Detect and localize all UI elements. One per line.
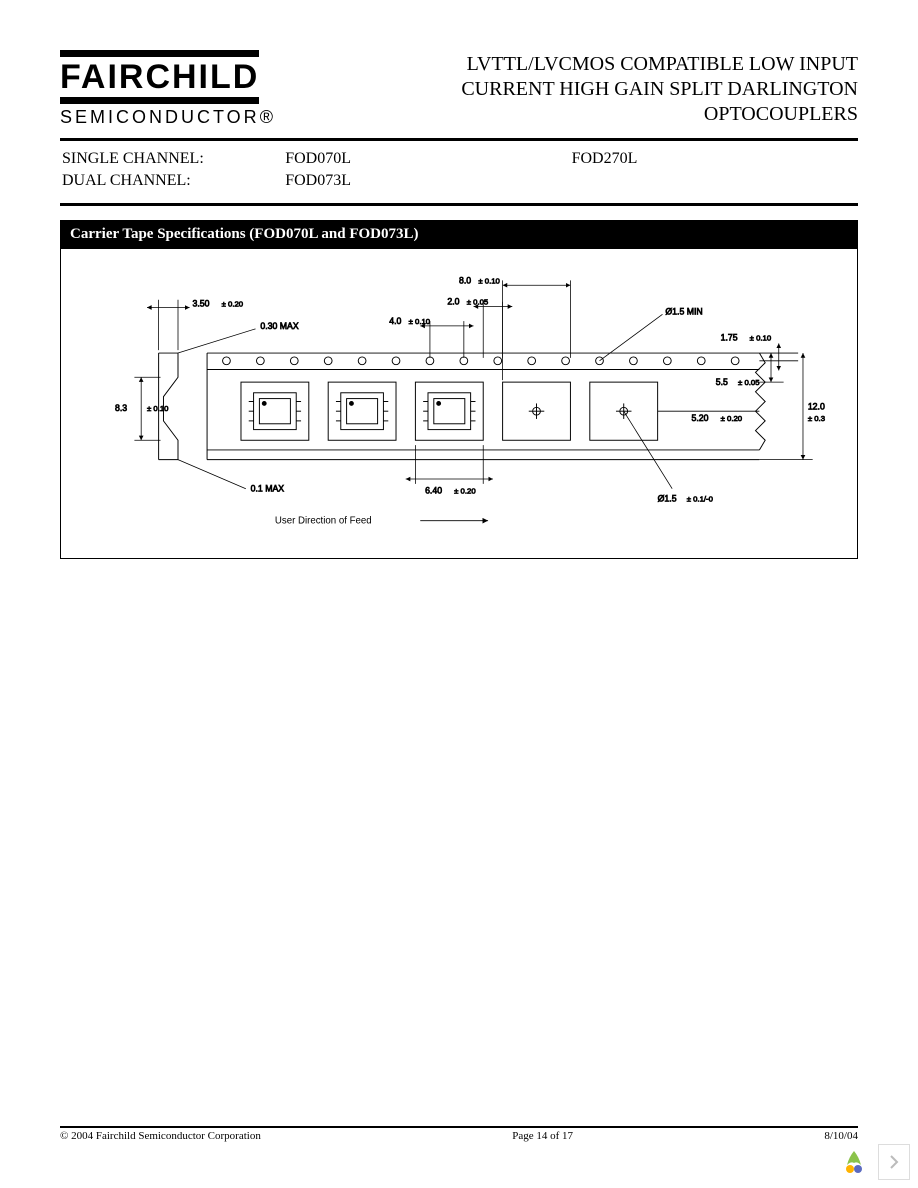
logo-main-text: FAIRCHILD	[60, 50, 259, 104]
svg-text:6.40: 6.40	[425, 486, 442, 496]
svg-text:± 0.1/-0: ± 0.1/-0	[687, 494, 713, 503]
part-number: FOD270L	[572, 149, 856, 169]
svg-text:0.30 MAX: 0.30 MAX	[260, 321, 298, 331]
svg-text:± 0.05: ± 0.05	[467, 298, 489, 307]
svg-text:5.20: 5.20	[692, 413, 709, 423]
svg-text:2.0: 2.0	[447, 297, 459, 307]
svg-text:± 0.05: ± 0.05	[738, 378, 760, 387]
footer-date: 8/10/04	[824, 1130, 858, 1142]
svg-text:± 0.20: ± 0.20	[721, 414, 743, 423]
svg-text:± 0.20: ± 0.20	[222, 300, 244, 309]
svg-text:8.3: 8.3	[115, 403, 127, 413]
table-row: DUAL CHANNEL: FOD073L	[62, 171, 856, 191]
svg-text:Ø1.5: Ø1.5	[658, 493, 677, 503]
svg-text:± 0.3: ± 0.3	[808, 414, 825, 423]
next-page-button[interactable]	[878, 1144, 910, 1180]
carrier-tape-diagram: 3.50 ± 0.20 0.30 MAX 8.3 ± 0.10 0.1 MAX	[60, 249, 858, 559]
svg-text:12.0: 12.0	[808, 401, 825, 411]
logo-sub-text: SEMICONDUCTOR®	[60, 107, 320, 128]
svg-text:Ø1.5 MIN: Ø1.5 MIN	[665, 306, 702, 316]
page-footer: © 2004 Fairchild Semiconductor Corporati…	[60, 1126, 858, 1142]
svg-text:4.0: 4.0	[389, 316, 401, 326]
header: FAIRCHILD SEMICONDUCTOR® LVTTL/LVCMOS CO…	[60, 48, 858, 128]
svg-text:± 0.10: ± 0.10	[478, 276, 500, 285]
app-icon	[836, 1144, 872, 1180]
part-number: FOD073L	[285, 171, 569, 191]
table-row: SINGLE CHANNEL: FOD070L FOD270L	[62, 149, 856, 169]
company-logo: FAIRCHILD SEMICONDUCTOR®	[60, 48, 320, 128]
svg-text:3.50: 3.50	[193, 299, 210, 309]
section-title: Carrier Tape Specifications (FOD070L and…	[60, 220, 858, 249]
dual-channel-label: DUAL CHANNEL:	[62, 171, 283, 191]
document-title: LVTTL/LVCMOS COMPATIBLE LOW INPUT CURREN…	[340, 48, 858, 127]
copyright-text: © 2004 Fairchild Semiconductor Corporati…	[60, 1130, 261, 1142]
single-channel-label: SINGLE CHANNEL:	[62, 149, 283, 169]
viewer-controls	[836, 1144, 910, 1180]
divider	[60, 138, 858, 141]
svg-text:± 0.20: ± 0.20	[454, 487, 475, 496]
page-number: Page 14 of 17	[512, 1130, 573, 1142]
chevron-right-icon	[889, 1155, 899, 1169]
tape-diagram-svg: 3.50 ± 0.20 0.30 MAX 8.3 ± 0.10 0.1 MAX	[69, 261, 849, 542]
svg-text:5.5: 5.5	[716, 377, 728, 387]
svg-text:± 0.10: ± 0.10	[750, 333, 772, 342]
svg-text:± 0.10: ± 0.10	[409, 317, 430, 326]
svg-text:User Direction of Feed: User Direction of Feed	[275, 516, 372, 527]
svg-text:1.75: 1.75	[721, 332, 738, 342]
part-number: FOD070L	[285, 149, 569, 169]
channel-table: SINGLE CHANNEL: FOD070L FOD270L DUAL CHA…	[60, 147, 858, 193]
svg-text:± 0.10: ± 0.10	[147, 404, 169, 413]
svg-text:8.0: 8.0	[459, 275, 471, 285]
divider	[60, 203, 858, 206]
svg-text:0.1 MAX: 0.1 MAX	[251, 484, 285, 494]
